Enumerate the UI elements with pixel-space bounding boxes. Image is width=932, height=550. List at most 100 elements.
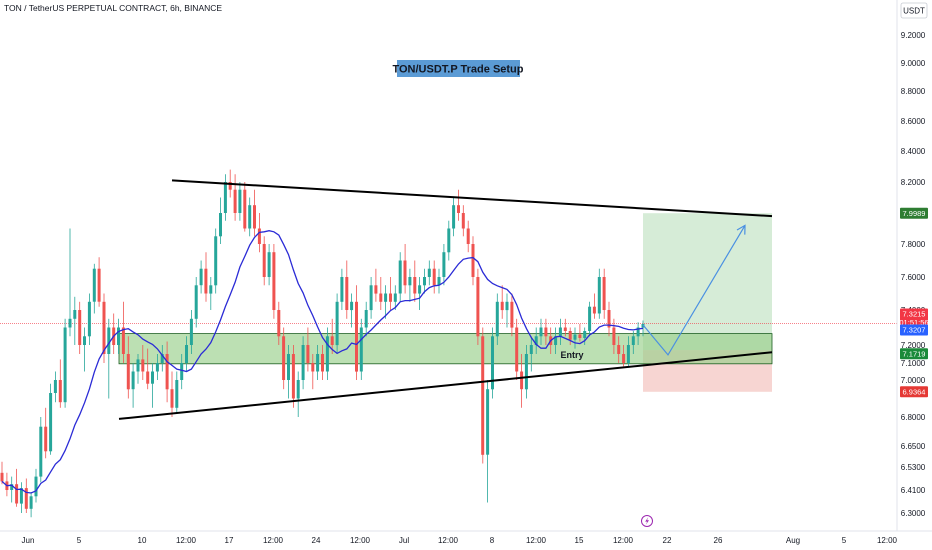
candle <box>10 476 14 503</box>
candle <box>345 260 349 319</box>
candle-body <box>544 327 548 337</box>
candle <box>267 244 271 286</box>
candle <box>364 301 368 337</box>
candle <box>510 293 514 337</box>
price-axis[interactable] <box>897 0 932 531</box>
candle-body <box>233 189 237 213</box>
candle <box>34 468 38 503</box>
candle-body <box>335 301 339 346</box>
upper-trendline[interactable] <box>171 179 773 218</box>
price-tick-label: 6.6500 <box>901 442 926 451</box>
price-tick-label: 8.6000 <box>901 117 926 126</box>
candle-body <box>592 306 596 314</box>
candle <box>68 228 72 337</box>
stop-price-text: 6.9364 <box>903 388 926 397</box>
candle <box>175 371 179 414</box>
candle <box>0 461 4 485</box>
candle <box>277 301 281 345</box>
time-tick-label: 8 <box>490 536 495 545</box>
price-tick-label: 6.3000 <box>901 509 926 518</box>
candle <box>238 182 242 221</box>
candle <box>282 327 286 390</box>
candle-body <box>510 301 514 328</box>
currency-label[interactable]: USDT <box>903 7 925 16</box>
candle <box>452 197 456 237</box>
candle-body <box>626 345 630 363</box>
setup-label[interactable]: TON/USDT.P Trade Setup <box>392 64 523 76</box>
candle-body <box>87 301 91 337</box>
candle <box>442 244 446 286</box>
candle-body <box>617 345 621 354</box>
time-axis[interactable] <box>0 531 932 550</box>
entry-zone[interactable] <box>118 333 773 365</box>
candle <box>500 285 504 319</box>
target-price-badge: 7.9989 <box>900 207 928 219</box>
candle-body <box>583 331 587 338</box>
candle <box>403 244 407 294</box>
candle-body <box>189 318 193 345</box>
candle-body <box>92 268 96 302</box>
candle <box>393 285 397 310</box>
candle <box>63 318 67 408</box>
candle-body <box>257 228 261 244</box>
profit-zone[interactable] <box>643 213 772 351</box>
candle <box>558 318 562 345</box>
entry-price-text: 7.3207 <box>903 326 926 335</box>
price-tick-label: 7.1000 <box>901 359 926 368</box>
candle-body <box>471 244 475 277</box>
candle-body <box>214 236 218 286</box>
candle-body <box>267 252 271 277</box>
time-tick-label: 5 <box>77 536 82 545</box>
candle <box>457 189 460 221</box>
candle <box>53 371 57 403</box>
candle <box>29 492 33 518</box>
candle-body <box>199 268 203 286</box>
candle <box>437 268 441 294</box>
candle-body <box>364 310 368 328</box>
candle-body <box>408 277 412 286</box>
candle <box>340 268 344 310</box>
candle <box>418 277 422 310</box>
candle <box>117 318 120 354</box>
target-price-text: 7.9989 <box>903 209 926 218</box>
lower-trendline[interactable] <box>118 351 773 420</box>
candle <box>505 293 509 328</box>
price-tick-label: 9.0000 <box>901 59 926 68</box>
time-tick-label: 12:00 <box>438 536 459 545</box>
candle <box>554 327 558 354</box>
candle <box>529 336 533 372</box>
candle-body <box>539 327 543 337</box>
projection-arrow-head <box>736 224 746 235</box>
candle <box>466 220 470 253</box>
candle-body <box>287 354 290 380</box>
candle <box>626 336 630 367</box>
candle-body <box>262 244 266 277</box>
candle-body <box>563 327 567 331</box>
candle <box>58 359 62 408</box>
candle-body <box>73 310 77 319</box>
candle-body <box>447 228 451 253</box>
projection-arrow[interactable] <box>642 225 746 356</box>
candle-body <box>49 393 53 452</box>
last-price-badge: 7.3215 01:51:56 <box>899 308 929 329</box>
candle <box>311 354 315 390</box>
candle-body <box>432 268 436 286</box>
candle-body <box>306 345 310 363</box>
candle-body <box>330 336 334 345</box>
candle-body <box>379 293 383 302</box>
candle-body <box>209 285 213 294</box>
candle <box>160 345 164 372</box>
entry-label[interactable]: Entry <box>560 350 583 360</box>
candle-body <box>442 252 446 277</box>
currency-button[interactable] <box>900 2 928 19</box>
lightning-icon[interactable] <box>641 515 653 527</box>
candle-body <box>126 354 130 390</box>
candle <box>155 354 159 380</box>
candle-body <box>160 354 164 363</box>
candle <box>592 293 596 319</box>
time-tick-label: 12:00 <box>263 536 284 545</box>
candle <box>78 301 82 354</box>
candle-body <box>68 318 72 328</box>
candle-body <box>466 228 470 244</box>
